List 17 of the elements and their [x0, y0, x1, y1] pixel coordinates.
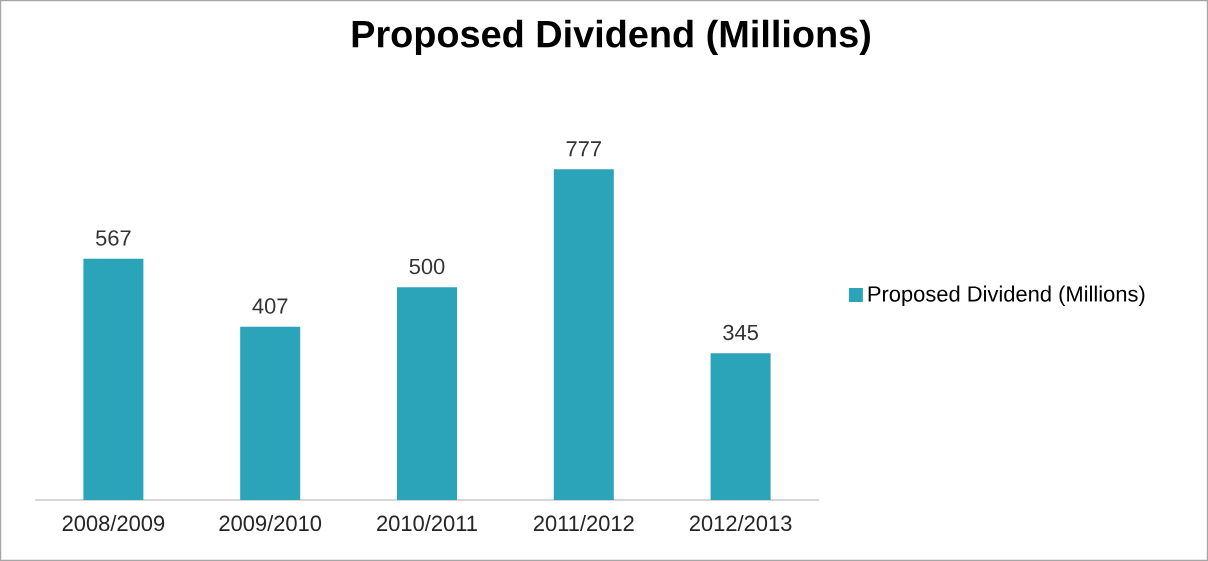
bar [710, 353, 771, 500]
chart-title: Proposed Dividend (Millions) [352, 19, 870, 55]
x-tick-label: 2011/2012 [533, 515, 634, 532]
data-label: 345 [723, 324, 758, 341]
x-tick-label: 2008/2009 [62, 515, 165, 532]
legend-label: Proposed Dividend (Millions) [868, 285, 1145, 306]
x-tick-label: 2009/2010 [219, 515, 322, 532]
bar [553, 169, 614, 500]
data-label: 777 [566, 141, 601, 157]
data-label: 500 [409, 258, 445, 275]
x-tick-label: 2010/2011 [377, 515, 477, 532]
bar [397, 287, 457, 500]
x-tick-label: 2012/2013 [689, 515, 792, 532]
bar [240, 326, 301, 500]
bar [83, 258, 144, 500]
data-label: 407 [252, 298, 288, 314]
data-label: 567 [95, 230, 131, 246]
